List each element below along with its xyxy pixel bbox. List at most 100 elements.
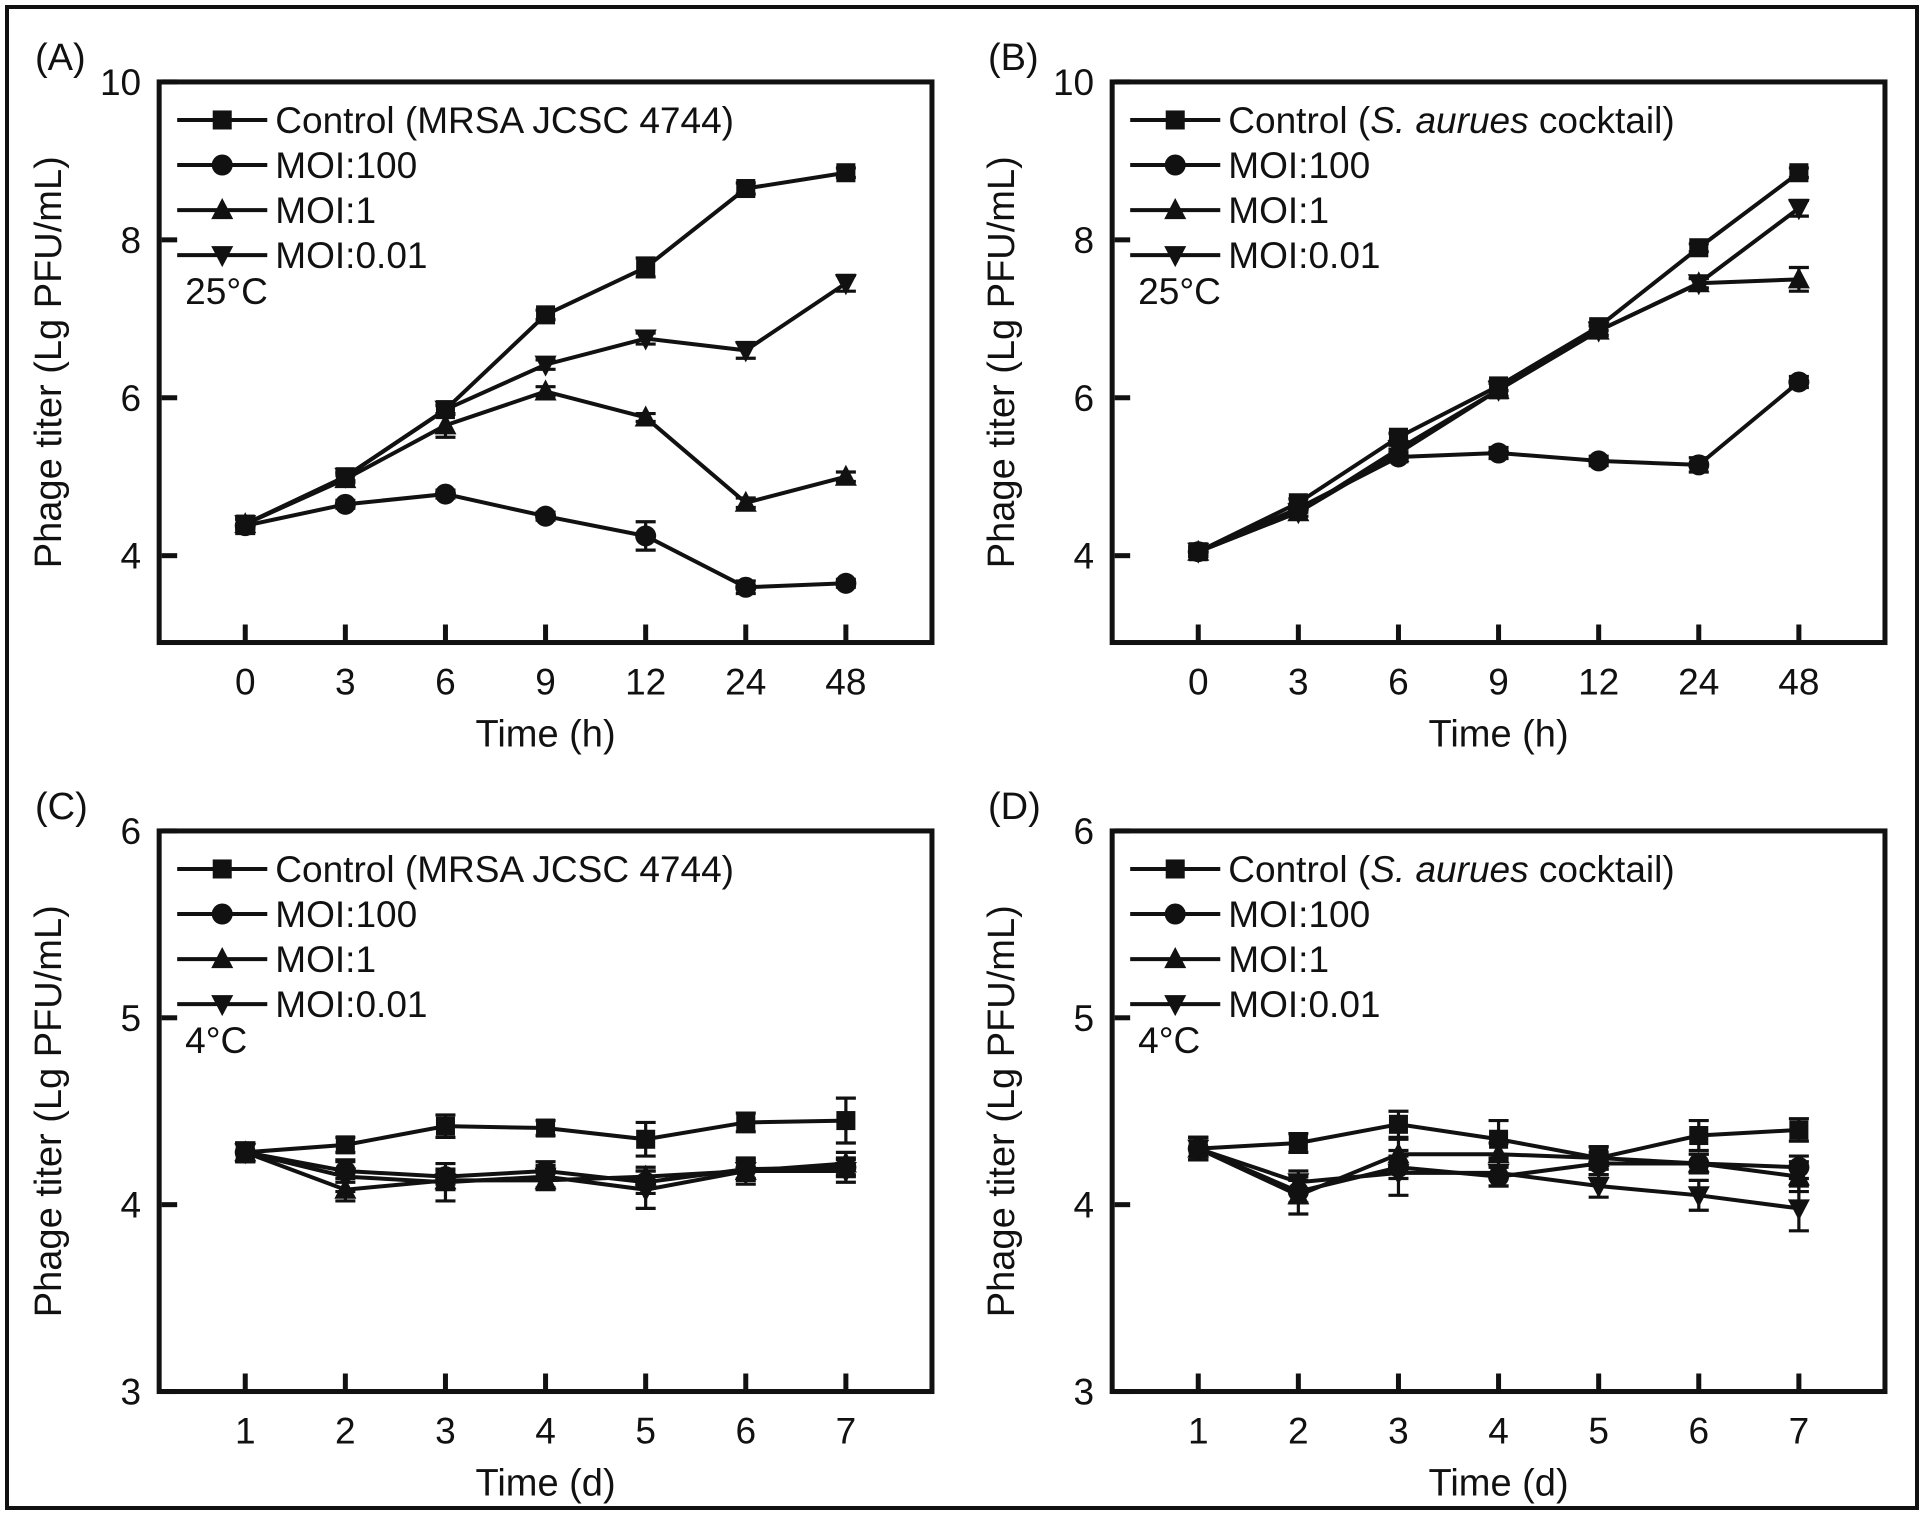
legend-triangle-down-marker [1164, 994, 1187, 1016]
legend-circle-marker [211, 903, 233, 925]
legend-circle-marker [211, 154, 233, 176]
data-point-moi-1 [634, 405, 657, 427]
legend-label: MOI:0.01 [1228, 983, 1380, 1025]
data-point-moi-0-01 [1587, 321, 1610, 343]
legend-square-marker [212, 110, 232, 130]
data-point-moi-0-01 [534, 355, 557, 377]
panel-A-chart: (A) 4 6 8 10 0 3 6 9 12 24 48 Time (h) Phage titer (L… [28, 37, 935, 756]
data-point-moi-1 [434, 413, 457, 435]
data-point-moi-0-01 [334, 467, 357, 489]
x-tick-label: 2 [1288, 1409, 1309, 1451]
data-point-control [335, 1134, 355, 1154]
x-tick-label: 3 [335, 661, 356, 703]
data-point-moi-0-01 [1687, 274, 1710, 296]
y-tick-label: 3 [1074, 1370, 1095, 1412]
x-tick-label: 3 [1288, 661, 1309, 703]
panel-C-chart: (C) 3 4 5 6 1 2 3 4 5 6 7 Time (d) Phage titer (Lg PF… [28, 785, 935, 1504]
series-moi-0-01 [1187, 1135, 1810, 1232]
x-tick-label: 1 [1188, 1409, 1209, 1451]
legend-triangle-down-marker [211, 246, 234, 268]
y-tick-label: 4 [121, 535, 142, 577]
data-point-control [1288, 1132, 1308, 1153]
legend-item-moi-100: MOI:100 [177, 893, 417, 935]
x-tick-label: 6 [735, 1409, 756, 1451]
legend-circle-marker [1164, 154, 1186, 176]
series-moi-0-01 [1187, 198, 1810, 564]
data-point-control [736, 1112, 756, 1132]
data-point-moi-100 [1788, 371, 1810, 393]
y-tick-label: 10 [1053, 61, 1094, 103]
data-point-moi-0-01 [1387, 1163, 1410, 1185]
data-point-control [1789, 1119, 1809, 1139]
axes: 3 4 5 6 1 2 3 4 5 6 7 [121, 809, 857, 1451]
y-tick-label: 5 [1074, 996, 1095, 1038]
y-tick-label: 4 [1074, 1183, 1095, 1225]
data-point-control [1689, 1125, 1709, 1145]
data-point-control [536, 305, 556, 325]
x-tick-label: 12 [1578, 661, 1619, 703]
data-point-moi-0-01 [834, 1161, 857, 1183]
axes: 3 4 5 6 1 2 3 4 5 6 7 [1074, 809, 1810, 1451]
series-moi-100 [234, 483, 857, 598]
x-tick-label: 9 [1488, 661, 1509, 703]
legend-triangle-up-marker [211, 198, 234, 220]
plot-box [1109, 827, 1888, 1394]
data-point-moi-0-01 [234, 515, 257, 537]
series-moi-0-01 [234, 273, 857, 537]
y-axis-title: Phage titer (Lg PFU/mL) [981, 156, 1023, 568]
legend-item-moi-1: MOI:1 [1130, 938, 1329, 980]
y-tick-label: 6 [1074, 377, 1095, 419]
panel-B: (B) 4 6 8 10 0 3 6 9 12 24 48 Time (h) Phage titer (L… [962, 9, 1915, 758]
legend: Control (MRSA JCSC 4744)MOI:100MOI:1MOI:… [177, 847, 734, 1025]
figure-frame: (A) 4 6 8 10 0 3 6 9 12 24 48 Time (h) Phage titer (L… [5, 5, 1919, 1510]
series-moi-0-01 [234, 1140, 857, 1210]
legend-triangle-down-marker [211, 994, 234, 1016]
data-point-moi-100 [635, 525, 657, 547]
legend-item-moi-0-01: MOI:0.01 [177, 234, 428, 276]
legend-label: Control (S. aurues cocktail) [1228, 99, 1674, 141]
x-tick-label: 1 [235, 1409, 256, 1451]
legend-square-marker [1165, 858, 1185, 878]
panel-B-chart: (B) 4 6 8 10 0 3 6 9 12 24 48 Time (h) Phage titer (L… [981, 37, 1888, 756]
data-point-moi-1 [1787, 267, 1810, 289]
data-point-moi-1 [1587, 1145, 1610, 1167]
x-tick-label: 9 [535, 661, 556, 703]
panel-D-chart: (D) 3 4 5 6 1 2 3 4 5 6 7 Time (d) Phage titer (Lg PF… [981, 785, 1888, 1504]
plot-box [156, 79, 935, 646]
legend-item-control: Control (S. aurues cocktail) [1130, 99, 1675, 141]
data-point-moi-0-01 [1287, 503, 1310, 525]
data-point-moi-0-01 [434, 1172, 457, 1194]
data-point-moi-0-01 [1787, 199, 1810, 221]
legend-label: MOI:1 [275, 189, 376, 231]
legend-item-moi-1: MOI:1 [177, 938, 376, 980]
data-point-moi-100 [434, 483, 456, 505]
legend-label: MOI:100 [275, 144, 417, 186]
data-point-moi-0-01 [1487, 1163, 1510, 1185]
legend-square-marker [1165, 110, 1185, 130]
legend-label: MOI:1 [275, 938, 376, 980]
data-point-moi-0-01 [734, 1161, 757, 1183]
axes: 4 6 8 10 0 3 6 9 12 24 48 [100, 61, 867, 703]
temperature-label: 25°C [1138, 270, 1221, 312]
legend-item-moi-100: MOI:100 [1130, 144, 1370, 186]
data-point-moi-0-01 [534, 1167, 557, 1189]
legend-label: MOI:100 [1228, 144, 1370, 186]
legend-label: MOI:0.01 [1228, 234, 1380, 276]
y-tick-label: 6 [121, 377, 142, 419]
data-point-control [1789, 163, 1809, 183]
legend-circle-marker [1164, 903, 1186, 925]
legend-label: Control (S. aurues cocktail) [1228, 847, 1674, 889]
data-point-moi-100 [735, 576, 757, 598]
x-tick-label: 6 [1388, 661, 1409, 703]
x-axis-title: Time (d) [1429, 1462, 1569, 1504]
plot-box [156, 827, 935, 1394]
data-point-control [836, 163, 856, 183]
legend-item-moi-0-01: MOI:0.01 [1130, 983, 1381, 1025]
legend-triangle-up-marker [1164, 198, 1187, 220]
y-tick-label: 10 [100, 61, 141, 103]
data-point-control [836, 1110, 856, 1130]
legend-item-moi-1: MOI:1 [177, 189, 376, 231]
legend: Control (S. aurues cocktail)MOI:100MOI:1… [1130, 99, 1675, 276]
legend-label: MOI:100 [275, 893, 417, 935]
data-point-moi-100 [535, 505, 557, 527]
